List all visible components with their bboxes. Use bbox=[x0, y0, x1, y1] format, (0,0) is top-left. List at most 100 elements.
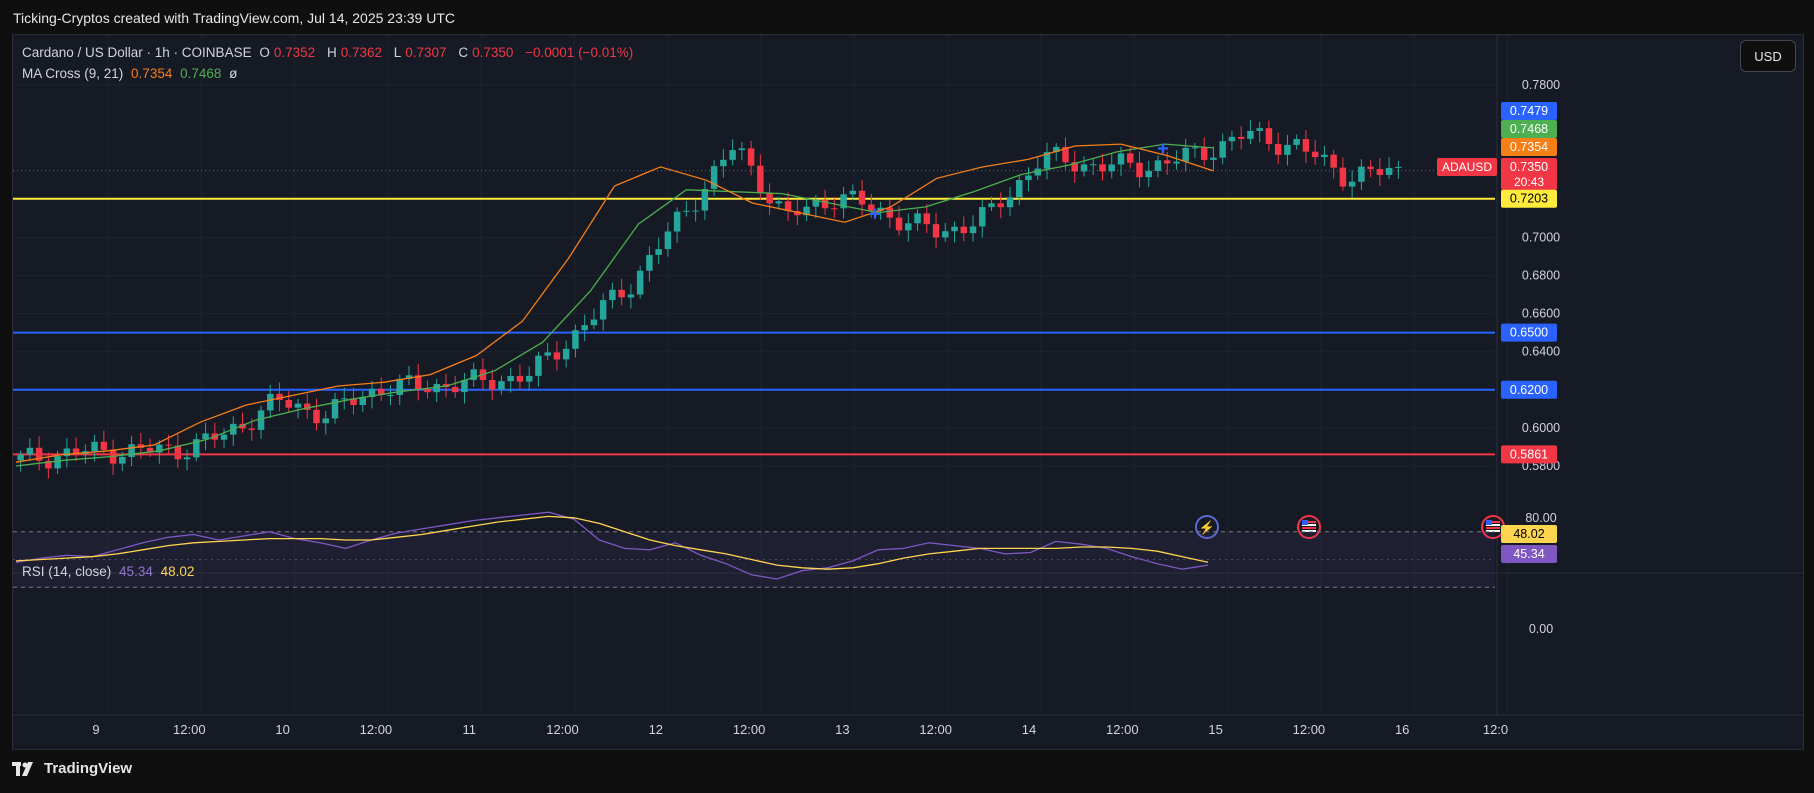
high-label: H bbox=[326, 45, 337, 60]
candle-body bbox=[146, 447, 154, 453]
candle-body bbox=[747, 148, 755, 166]
candle-body bbox=[100, 441, 108, 450]
candle-body bbox=[1163, 160, 1171, 164]
symbol-legend: Cardano / US Dollar · 1h · COINBASE O 0.7… bbox=[22, 45, 637, 60]
candle-body bbox=[655, 249, 662, 255]
symbol-title[interactable]: Cardano / US Dollar · 1h · COINBASE bbox=[22, 45, 252, 60]
ma-cross-marker bbox=[870, 208, 880, 219]
candle-body bbox=[405, 375, 413, 379]
candle-body bbox=[1376, 169, 1384, 175]
candle-body bbox=[470, 369, 477, 380]
candle-body bbox=[1043, 152, 1051, 169]
tradingview-brand: TradingView bbox=[44, 760, 133, 777]
candle-body bbox=[951, 226, 958, 232]
candle-body bbox=[1265, 128, 1273, 145]
candle-body bbox=[507, 375, 514, 382]
dividend-event-icon bbox=[1195, 515, 1219, 539]
level-label-box bbox=[1501, 380, 1557, 399]
candle-body bbox=[673, 211, 681, 232]
rsi-label-box bbox=[1501, 525, 1557, 543]
time-tick-label: 16 bbox=[1395, 722, 1409, 737]
price-tick-label: 0.7000 bbox=[1522, 230, 1560, 244]
candle-body bbox=[775, 201, 783, 204]
candle-body bbox=[1136, 162, 1143, 178]
chart-canvas[interactable]: 0.7800 0.7000 0.6800 0.6600 0.6400 0.6000 0.58… bbox=[13, 35, 1803, 749]
chart-panel[interactable]: 0.7800 0.7000 0.6800 0.6600 0.6400 0.6000 0.58… bbox=[12, 34, 1804, 750]
open-label: O bbox=[259, 45, 270, 60]
ma-cross-marker bbox=[1158, 143, 1168, 154]
rsi-label[interactable]: RSI (14, close) bbox=[22, 564, 112, 579]
candle-body bbox=[193, 439, 200, 458]
candle-body bbox=[599, 300, 607, 320]
candle-body bbox=[553, 352, 561, 360]
time-tick-label: 12 bbox=[649, 722, 663, 737]
candle-body bbox=[895, 217, 903, 231]
level-label-box bbox=[1501, 189, 1557, 208]
rsi-line bbox=[15, 511, 1209, 580]
time-tick-label: 9 bbox=[92, 722, 99, 737]
candle-body bbox=[636, 270, 644, 295]
candle-body bbox=[156, 444, 163, 453]
candle-body bbox=[304, 403, 311, 410]
candle-body bbox=[26, 447, 34, 455]
time-tick-label: 12:0 bbox=[1483, 722, 1508, 737]
candle-body bbox=[1237, 136, 1245, 139]
tradingview-footer[interactable]: TradingView bbox=[12, 760, 132, 777]
candle-body bbox=[932, 224, 940, 238]
candle-body bbox=[414, 375, 422, 389]
candle-body bbox=[202, 433, 209, 440]
candle-body bbox=[701, 188, 709, 211]
close-value: 0.7350 bbox=[472, 45, 514, 60]
candle-body bbox=[840, 194, 847, 209]
candle-body bbox=[35, 447, 43, 461]
currency-button[interactable]: USD bbox=[1740, 40, 1796, 72]
low-label: L bbox=[393, 45, 402, 60]
price-label-box bbox=[1501, 120, 1557, 138]
candle-body bbox=[331, 399, 339, 419]
flag-canton bbox=[1302, 520, 1308, 525]
price-label-box bbox=[1501, 158, 1557, 190]
open-value: 0.7352 bbox=[273, 45, 316, 60]
candle-body bbox=[877, 207, 884, 211]
candle-body bbox=[1293, 139, 1300, 145]
rsi-ma-line bbox=[15, 515, 1209, 570]
candle-body bbox=[128, 444, 135, 457]
candle-body bbox=[1025, 175, 1032, 181]
candle-body bbox=[1330, 154, 1337, 168]
candle-body bbox=[119, 456, 126, 464]
price-label-text: 0.7350 bbox=[1510, 160, 1548, 174]
candle-body bbox=[784, 201, 792, 212]
candle-body bbox=[451, 387, 459, 393]
candle-body bbox=[1034, 168, 1041, 176]
candle-body bbox=[710, 166, 718, 189]
candle-body bbox=[803, 206, 810, 216]
candle-body bbox=[1247, 130, 1254, 139]
candle-body bbox=[1191, 147, 1199, 149]
candle-body bbox=[54, 456, 61, 469]
candle-body bbox=[1126, 153, 1134, 163]
candle-body bbox=[831, 208, 838, 210]
candle-body bbox=[1090, 164, 1097, 166]
candle-body bbox=[433, 383, 440, 393]
candle-body bbox=[1385, 167, 1393, 175]
price-label-box bbox=[1501, 102, 1557, 120]
candle-body bbox=[1274, 144, 1282, 155]
candle-body bbox=[165, 444, 172, 446]
candle-body bbox=[1200, 147, 1208, 160]
candle-body bbox=[359, 397, 366, 406]
candle-body bbox=[239, 423, 246, 429]
candle-body bbox=[387, 394, 394, 396]
high-value: 0.7362 bbox=[340, 45, 382, 60]
time-tick-label: 15 bbox=[1208, 722, 1222, 737]
candle-body bbox=[267, 393, 274, 411]
candle-body bbox=[424, 388, 431, 393]
candle-body bbox=[766, 193, 773, 204]
price-tick-label: 0.6000 bbox=[1522, 421, 1560, 435]
time-tick-label: 12:00 bbox=[360, 722, 393, 737]
ma-cross-label[interactable]: MA Cross (9, 21) bbox=[22, 66, 124, 81]
candle-body bbox=[590, 319, 598, 326]
rsi-label-text: 45.34 bbox=[1513, 547, 1544, 561]
chart-credit: Ticking-Cryptos created with TradingView… bbox=[13, 10, 455, 26]
price-tick-label: 0.6800 bbox=[1522, 269, 1560, 283]
candle-body bbox=[858, 190, 866, 205]
